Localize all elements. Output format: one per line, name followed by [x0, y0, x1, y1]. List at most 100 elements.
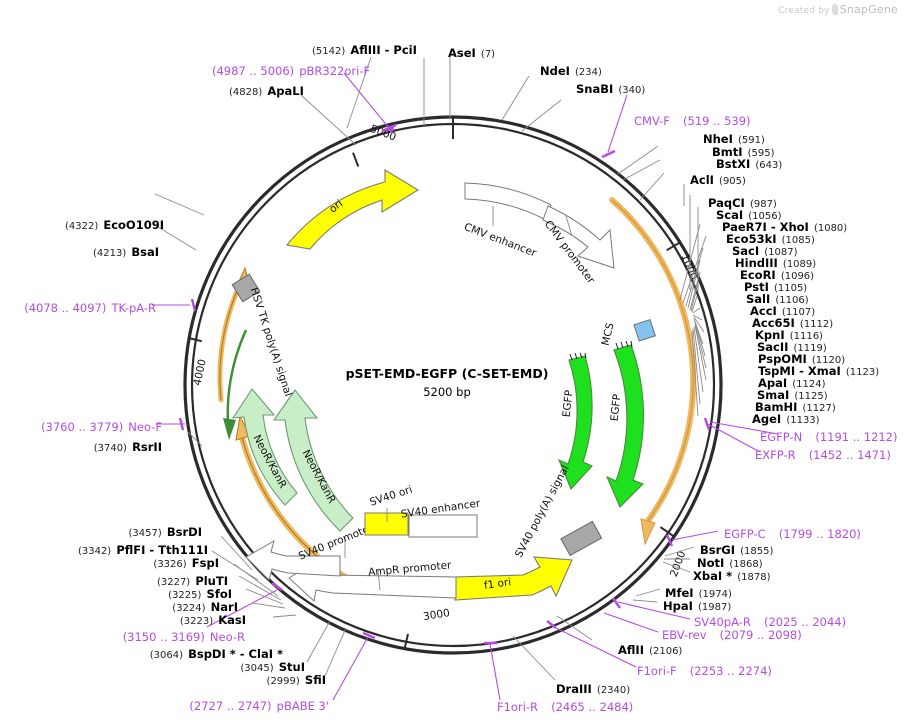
- site-position: (2340): [596, 685, 631, 696]
- primer-label-pbabe-3: (2727 .. 2747) pBABE 3': [189, 697, 329, 713]
- site-label-pluti: (3227) PluTI: [157, 572, 228, 588]
- site-position: (2106): [649, 646, 683, 657]
- site-label-saci: SacI (1087): [732, 242, 798, 258]
- site-label-scai: ScaI (1056): [716, 206, 782, 222]
- site-position: (1107): [781, 307, 816, 318]
- primer-range: (2465 .. 2484): [551, 700, 634, 714]
- site-position: (595): [747, 148, 775, 159]
- site-position: (1119): [793, 343, 827, 354]
- site-label-bsrgi: BsrGI (1855): [700, 541, 773, 557]
- site-label-rsrii: (3740) RsrII: [94, 438, 162, 454]
- site-name: RsrII: [132, 440, 162, 454]
- site-label-fspi: (3326) FspI: [153, 554, 219, 570]
- backbone-ticks: [187, 117, 681, 649]
- site-label-bsrdi: (3457) BsrDI: [129, 523, 202, 539]
- site-position: (1112): [799, 319, 834, 330]
- site-position: (3342): [77, 546, 112, 557]
- site-position: (1120): [811, 355, 846, 366]
- feature-egfp-inner: EGFP: [557, 352, 593, 491]
- site-label-mfei: MfeI (1974): [665, 584, 732, 600]
- primer-name: EXFP-R: [755, 448, 796, 462]
- primer-label-cmv-f: CMV-F (519 .. 539): [634, 112, 751, 128]
- primer-range: (2727 .. 2747): [189, 699, 272, 713]
- site-name: SalI: [746, 292, 771, 306]
- site-name: AflIII - PciI: [350, 43, 417, 57]
- site-position: (1089): [782, 259, 817, 270]
- site-label-apai: ApaI (1124): [758, 374, 826, 390]
- site-position: (1105): [773, 283, 808, 294]
- site-label-bmti: BmtI (595): [712, 143, 775, 159]
- feature-neor-kanr-outer: NeoR/KanR: [272, 389, 354, 532]
- site-position: (1127): [802, 403, 836, 414]
- site-name: BsaI: [131, 245, 159, 259]
- primer-name: F1ori-R: [497, 700, 539, 714]
- site-name: SmaI: [757, 388, 790, 402]
- site-label-paqci: PaqCI (987): [708, 194, 777, 210]
- site-name: BsrDI: [166, 525, 202, 539]
- site-name: EcoO109I: [103, 218, 164, 232]
- site-name: SfoI: [206, 587, 232, 601]
- primer-label-tk-pa-r: (4078 .. 4097) TK-pA-R: [24, 299, 156, 315]
- site-label-stui: (3045) StuI: [240, 658, 305, 674]
- feature-cmv-enhancer: CMV enhancer: [462, 182, 552, 260]
- site-position: (1125): [794, 391, 828, 402]
- site-name: Eco53kI: [726, 232, 777, 246]
- primer-range: (2253 .. 2274): [689, 664, 772, 678]
- site-label-nhei: NheI (591): [703, 130, 765, 146]
- site-label-ecori: EcoRI (1096): [740, 266, 814, 282]
- plasmid-size: 5200 bp: [423, 385, 471, 399]
- feature-mcs: MCS: [599, 318, 656, 347]
- primer-range: (3760 .. 3779): [41, 420, 124, 434]
- site-label-bstxi: BstXI (643): [716, 155, 782, 171]
- site-position: (1085): [781, 235, 815, 246]
- site-name: PflFI - Tth111I: [116, 543, 208, 557]
- site-position: (2999): [266, 676, 300, 687]
- site-label-sali: SalI (1106): [746, 290, 809, 306]
- site-label-ecoo109i: (4322) EcoO109I: [65, 216, 164, 232]
- site-label-bspdi-clai: (3064) BspDI * - ClaI *: [150, 645, 283, 661]
- site-name: TspMI - XmaI: [758, 364, 841, 378]
- primer-label-egfp-c: EGFP-C (1799 .. 1820): [724, 525, 861, 541]
- site-label-kpni: KpnI (1116): [755, 326, 823, 342]
- site-label-bsai: (4213) BsaI: [93, 243, 159, 259]
- site-label-eco53ki: Eco53kI (1085): [726, 230, 815, 246]
- site-position: (3457): [128, 528, 162, 539]
- primer-label-f1ori-r: F1ori-R (2465 .. 2484): [497, 698, 633, 714]
- site-position: (340): [618, 85, 646, 96]
- site-position: (643): [755, 160, 783, 171]
- site-name: BamHI: [755, 400, 798, 414]
- site-name: PaeR7I - XhoI: [722, 220, 809, 234]
- site-name: BstXI: [716, 157, 751, 171]
- site-position: (234): [575, 67, 602, 78]
- site-position: (1080): [813, 223, 848, 234]
- site-position: (1124): [792, 379, 826, 390]
- primer-range: (2025 .. 2044): [763, 615, 847, 629]
- site-position: (3223): [179, 616, 214, 627]
- site-label-apali: (4828) ApaLI: [229, 82, 304, 98]
- site-position: (1096): [780, 271, 815, 282]
- site-name: Acc65I: [752, 316, 795, 330]
- site-position: (3045): [240, 663, 274, 674]
- feature-label-f1-ori: f1 ori: [483, 576, 512, 592]
- site-label-xbai: XbaI * (1878): [693, 567, 771, 583]
- site-name: ScaI: [716, 208, 744, 222]
- site-name: AccI: [750, 304, 777, 318]
- site-position: (1056): [748, 211, 782, 222]
- snapgene-watermark: Created by SnapGene: [778, 3, 898, 16]
- site-label-sacii: SacII (1119): [757, 338, 827, 354]
- leader-lines-left: [152, 193, 205, 447]
- site-name: PluTI: [195, 574, 228, 588]
- site-label-sfii: (2999) SfiI: [267, 671, 326, 687]
- site-label-snabi: SnaBI (340): [576, 80, 645, 96]
- site-name: ApaLI: [267, 84, 304, 98]
- primer-label-pbr322ori-f: (4987 .. 5006) pBR322ori-F: [212, 62, 370, 78]
- primer-label-egfp-n: EGFP-N (1191 .. 1212): [760, 428, 897, 444]
- feature-label-sv40-polya: SV40 poly(A) signal: [513, 464, 572, 560]
- site-name: NheI: [703, 132, 733, 146]
- site-label-agei: AgeI (1133): [752, 410, 820, 426]
- primer-range: (519 .. 539): [683, 114, 751, 128]
- site-name: HindIII: [735, 256, 778, 270]
- primer-name: pBR322ori-F: [299, 64, 371, 78]
